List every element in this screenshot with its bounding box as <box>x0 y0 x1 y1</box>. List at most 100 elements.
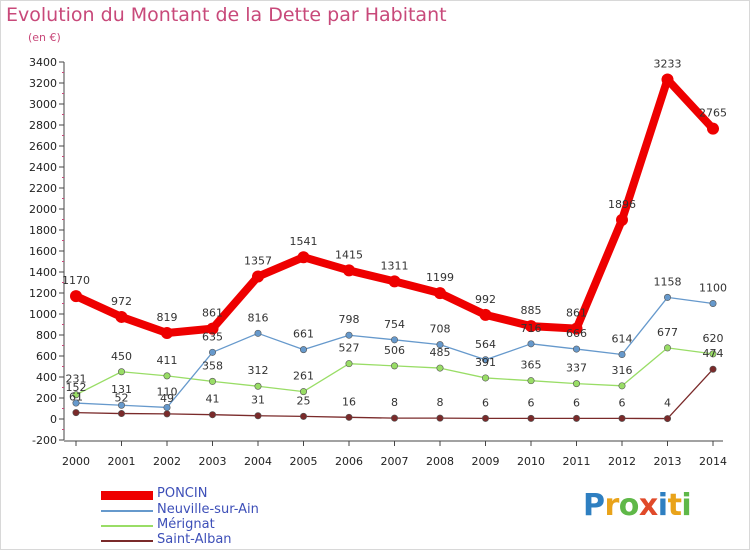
data-label: 41 <box>206 393 220 406</box>
y-tick-label: 1600 <box>29 245 57 258</box>
data-label: 61 <box>69 391 83 404</box>
data-point <box>481 414 489 422</box>
data-point <box>481 374 489 382</box>
data-point <box>254 329 262 337</box>
data-point <box>707 122 719 135</box>
data-point <box>345 413 353 421</box>
data-label: 131 <box>111 383 132 396</box>
data-point <box>118 368 126 376</box>
legend-swatch-series-3 <box>101 525 153 527</box>
data-point <box>254 412 262 420</box>
x-tick-label: 2011 <box>563 455 591 468</box>
data-point <box>163 372 171 380</box>
logo-letter: P <box>583 488 605 523</box>
data-point <box>618 382 626 390</box>
data-point <box>299 388 307 396</box>
y-tick-label: 200 <box>36 392 57 405</box>
data-label: 661 <box>293 328 314 341</box>
data-point <box>388 275 401 288</box>
y-tick-label: 400 <box>36 371 57 384</box>
y-tick-label: 3400 <box>29 56 57 69</box>
data-label: 972 <box>111 295 132 308</box>
data-point <box>252 270 264 283</box>
proxiti-logo: Proxiti <box>583 488 692 523</box>
y-tick-label: 3000 <box>29 98 57 111</box>
data-label: 8 <box>391 396 398 409</box>
data-label: 6 <box>619 396 626 409</box>
y-tick-label: 2000 <box>29 203 57 216</box>
data-label: 16 <box>342 395 356 408</box>
data-label: 2765 <box>699 107 727 120</box>
data-label: 411 <box>157 354 178 367</box>
x-tick-label: 2003 <box>199 455 227 468</box>
data-label: 1158 <box>654 275 682 288</box>
x-tick-label: 2014 <box>699 455 727 468</box>
y-tick-label: 2600 <box>29 140 57 153</box>
y-tick-label: 1200 <box>29 287 57 300</box>
legend-label-series-2: Neuville-sur-Ain <box>157 502 259 517</box>
data-label: 231 <box>66 373 87 386</box>
data-point <box>436 341 444 349</box>
data-point <box>390 362 398 370</box>
data-label: 564 <box>475 338 496 351</box>
x-tick-label: 2006 <box>335 455 363 468</box>
data-label: 819 <box>157 311 178 324</box>
data-point <box>115 310 128 323</box>
data-point <box>206 322 219 335</box>
y-tick-label: 2800 <box>29 119 57 132</box>
x-tick-label: 2012 <box>608 455 636 468</box>
x-tick-label: 2000 <box>62 455 90 468</box>
data-point <box>709 350 717 358</box>
data-point <box>299 346 307 354</box>
data-point <box>390 414 398 422</box>
data-point <box>663 344 671 352</box>
y-tick-label: 2400 <box>29 161 57 174</box>
data-label: 365 <box>521 359 542 372</box>
data-label: 614 <box>612 333 633 346</box>
chart-title: Evolution du Montant de la Dette par Hab… <box>6 4 447 26</box>
legend-swatch-series-4 <box>101 540 153 542</box>
data-point <box>663 293 671 301</box>
data-point <box>161 327 173 340</box>
data-label: 1311 <box>381 259 409 272</box>
legend-label-series-3: Mérignat <box>157 517 215 532</box>
data-label: 6 <box>573 396 580 409</box>
x-tick-label: 2001 <box>108 455 136 468</box>
data-label: 1896 <box>608 198 636 211</box>
logo-letter: o <box>618 488 640 523</box>
x-tick-label: 2007 <box>381 455 409 468</box>
data-point <box>527 377 535 385</box>
data-label: 1100 <box>699 282 727 295</box>
data-point <box>572 414 580 422</box>
data-label: 816 <box>248 311 269 324</box>
x-tick-label: 2004 <box>244 455 272 468</box>
data-label: 31 <box>251 394 265 407</box>
data-label: 261 <box>293 370 314 383</box>
data-label: 861 <box>202 307 223 320</box>
y-tick-label: -200 <box>32 434 57 447</box>
data-label: 4 <box>664 397 671 410</box>
data-point <box>709 365 717 373</box>
data-label: 391 <box>475 356 496 369</box>
data-point <box>345 360 353 368</box>
data-point <box>209 411 217 419</box>
data-label: 110 <box>157 385 178 398</box>
chart-unit: (en €) <box>28 31 61 44</box>
data-label: 8 <box>437 396 444 409</box>
data-label: 527 <box>339 342 360 355</box>
y-tick-label: 0 <box>50 413 57 426</box>
logo-letter: i <box>681 488 692 523</box>
data-point <box>481 356 489 364</box>
data-point <box>254 382 262 390</box>
logo-letter: r <box>604 488 620 523</box>
data-label: 312 <box>248 364 269 377</box>
data-label: 49 <box>160 392 174 405</box>
data-label: 1170 <box>62 274 90 287</box>
data-label: 506 <box>384 344 405 357</box>
data-point <box>436 414 444 422</box>
data-label: 485 <box>430 346 451 359</box>
data-point <box>299 412 307 420</box>
data-point <box>163 410 171 418</box>
data-point <box>70 290 82 303</box>
y-tick-label: 3200 <box>29 77 57 90</box>
